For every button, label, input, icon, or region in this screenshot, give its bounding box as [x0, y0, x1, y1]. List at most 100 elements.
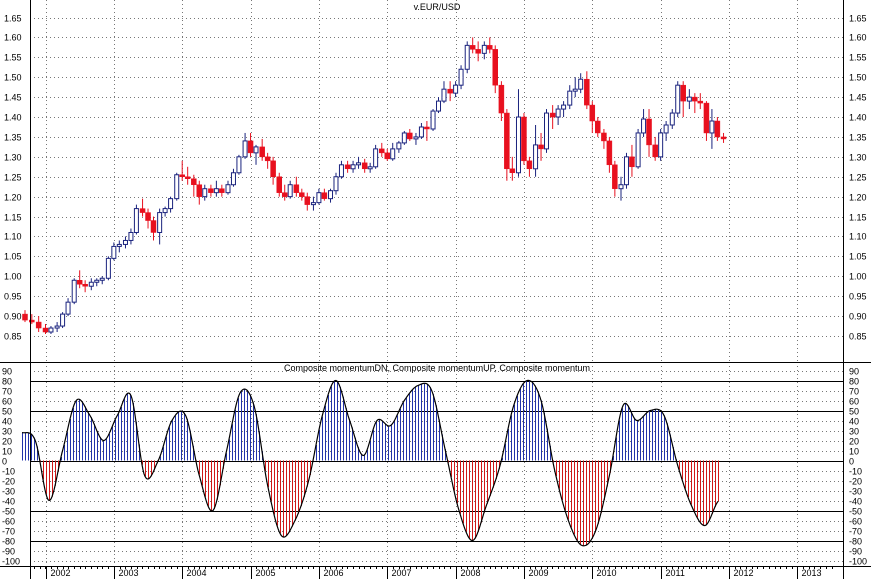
momentum-tick-label-right: -90	[849, 547, 862, 557]
candle-body	[174, 174, 180, 200]
candle-body	[208, 188, 214, 193]
candle-body	[720, 136, 727, 140]
momentum-tick-label-left: -20	[2, 477, 15, 487]
candle-body	[390, 148, 396, 160]
candle-body	[675, 84, 681, 114]
candle-up	[641, 109, 647, 137]
candle-body	[521, 116, 527, 162]
candle-down	[447, 81, 453, 102]
candle-up	[54, 322, 60, 333]
price-panel: 0.85 0.85 0.90 0.90 0.95 0.95 1.00 1.00 1.05 1.05…	[4, 0, 867, 362]
candle-up	[618, 176, 624, 201]
candle-up	[116, 240, 122, 253]
momentum-tick-label-left: -90	[2, 547, 15, 557]
price-tick-label-right: 1.15	[849, 213, 867, 223]
candle-body	[281, 192, 288, 197]
momentum-panel: -100 -100-90 -90-80 -80-70 -70-60 -60-50 -50-4…	[2, 362, 867, 567]
price-tick-label-left: 0.90	[4, 312, 22, 322]
candle-up	[663, 121, 669, 141]
price-tick-label-left: 1.05	[4, 252, 22, 262]
candle-body	[703, 102, 710, 134]
price-tick-label-left: 1.60	[4, 33, 22, 43]
candle-up	[242, 132, 248, 159]
candle-down	[208, 184, 214, 197]
momentum-tick-label-right: -30	[849, 487, 862, 497]
price-tick-label-left: 0.85	[4, 332, 22, 342]
candle-down	[76, 270, 83, 289]
candle-body	[168, 198, 174, 210]
candle-body	[436, 100, 442, 112]
candle-down	[538, 132, 544, 161]
candle-down	[264, 152, 271, 169]
momentum-tick-label-right: -70	[849, 527, 862, 537]
momentum-tick-label-left: -50	[2, 507, 15, 517]
momentum-tick-label-left: 20	[2, 437, 12, 447]
candle-down	[139, 198, 146, 217]
candle-up	[128, 228, 134, 245]
candle-up	[225, 180, 231, 195]
momentum-tick-label-right: -10	[849, 467, 862, 477]
candle-body	[157, 212, 163, 233]
candle-body	[367, 166, 373, 170]
candle-body	[356, 162, 362, 166]
candle-down	[424, 121, 430, 141]
candle-body	[567, 90, 573, 106]
momentum-tick-label-right: -60	[849, 517, 862, 527]
price-tick-label-left: 1.40	[4, 113, 22, 123]
price-tick-label-right: 1.50	[849, 73, 867, 83]
candle-body	[99, 277, 105, 281]
candle-down	[179, 160, 185, 181]
price-tick-label-left: 1.20	[4, 193, 22, 203]
candle-body	[487, 45, 493, 50]
candle-body	[401, 132, 407, 144]
candle-body	[379, 148, 385, 154]
price-tick-label-right: 1.60	[849, 33, 867, 43]
candle-down	[247, 132, 254, 157]
candle-body	[247, 140, 254, 154]
momentum-tick-label-left: -40	[2, 497, 15, 507]
candle-up	[168, 196, 174, 213]
candle-down	[612, 160, 618, 197]
candle-down	[697, 93, 704, 110]
candle-down	[629, 144, 635, 177]
price-tick-label-left: 1.55	[4, 53, 22, 63]
price-tick-label-left: 1.35	[4, 133, 22, 143]
price-tick-label-left: 1.25	[4, 173, 22, 183]
candle-body	[196, 184, 203, 197]
candle-up	[202, 184, 208, 201]
candle-body	[526, 160, 533, 170]
candle-body	[162, 208, 168, 214]
candle-up	[658, 128, 664, 161]
x-axis-tick-label: 2009	[529, 568, 549, 578]
candle-body	[481, 44, 487, 54]
candle-body	[65, 301, 71, 315]
candle-body	[453, 84, 459, 94]
candle-body	[150, 220, 157, 233]
candle-up	[253, 144, 259, 165]
candle-body	[264, 156, 271, 162]
candle-body	[680, 84, 686, 102]
candle-down	[646, 109, 652, 157]
candle-down	[475, 41, 481, 62]
candle-up	[572, 77, 578, 98]
momentum-axis-ticks: -100 -100-90 -90-80 -80-70 -70-60 -60-50 -50-4…	[2, 367, 867, 567]
momentum-tick-label-right: -50	[849, 507, 862, 517]
candle-body	[304, 196, 311, 205]
candle-down	[509, 156, 516, 181]
momentum-tick-label-right: -100	[849, 557, 867, 567]
candle-body	[122, 239, 128, 245]
candle-body	[184, 176, 191, 179]
candle-down	[652, 136, 658, 161]
candle-body	[509, 168, 516, 174]
candle-body	[293, 184, 300, 193]
momentum-tick-label-left: -80	[2, 537, 15, 547]
momentum-tick-label-left: -10	[2, 467, 15, 477]
candle-up	[71, 278, 77, 305]
candle-body	[35, 321, 42, 329]
candle-body	[663, 124, 669, 134]
price-tick-label-right: 0.90	[849, 312, 867, 322]
candle-down	[304, 192, 311, 211]
momentum-tick-label-left: 10	[2, 447, 12, 457]
candle-body	[60, 313, 66, 327]
candle-body	[350, 164, 356, 170]
